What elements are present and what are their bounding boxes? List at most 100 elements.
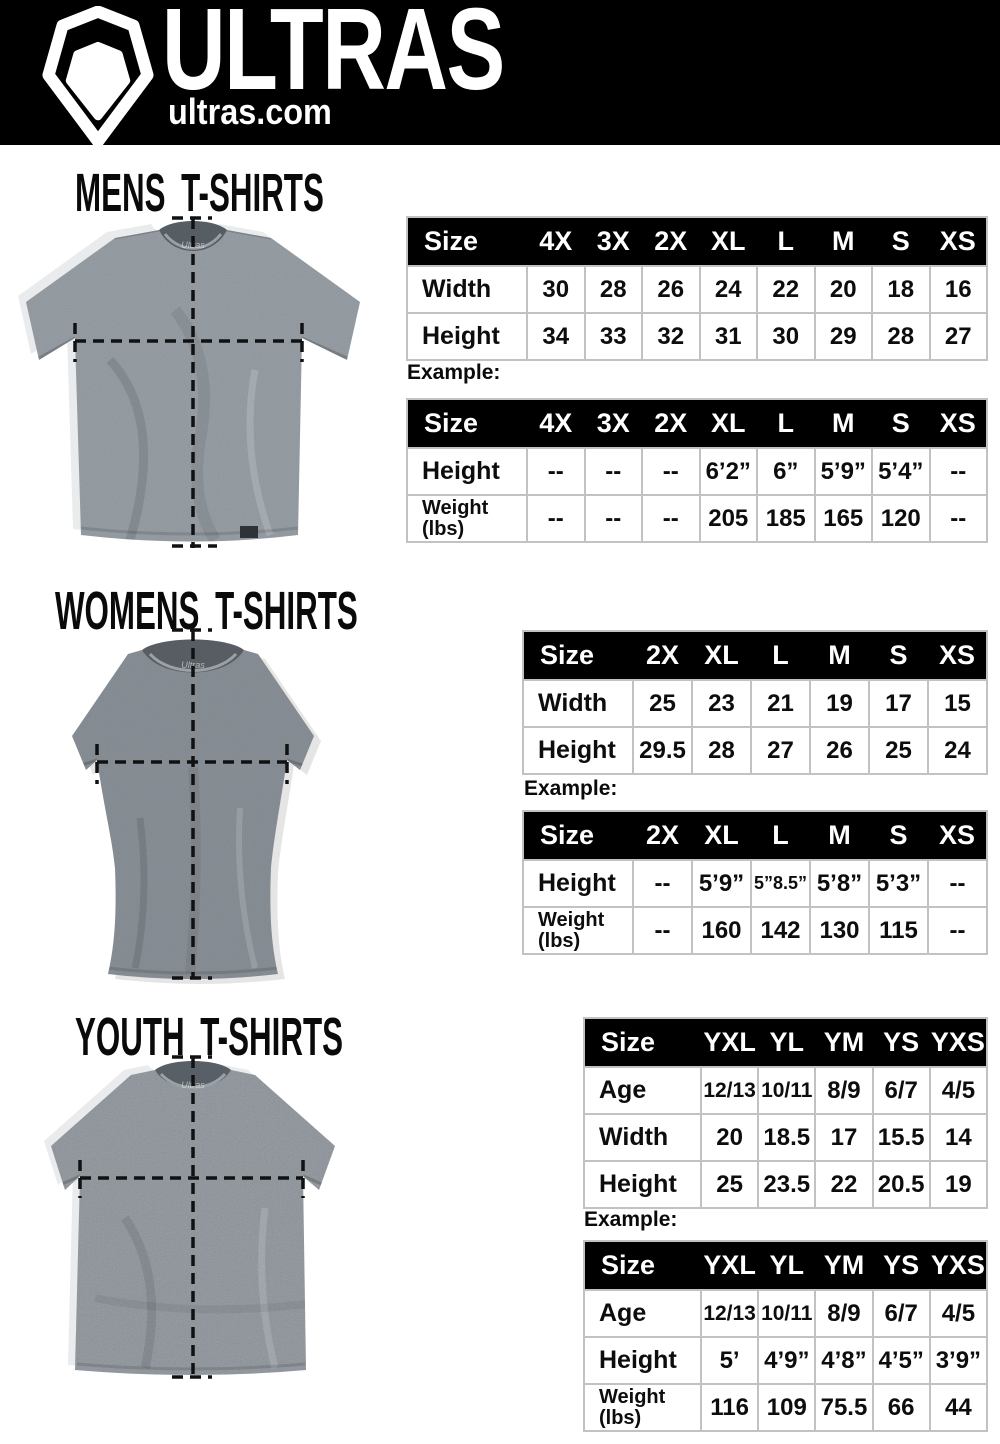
value-cell: 25 xyxy=(868,726,929,775)
value-cell: 4’5” xyxy=(871,1336,931,1385)
value-cell: 5’8” xyxy=(809,859,870,908)
size-column-header: XL xyxy=(699,217,757,266)
value-cell: 19 xyxy=(809,679,870,728)
value-cell: 31 xyxy=(698,312,758,361)
value-cell: -- xyxy=(641,447,701,496)
value-cell: 6” xyxy=(756,447,816,496)
table-row: Weight (lbs) -- 160 142 130 115 -- xyxy=(522,906,988,955)
value-cell: 26 xyxy=(641,265,701,314)
size-label-header: Size xyxy=(523,811,633,860)
value-cell: -- xyxy=(927,859,988,908)
womens-size-table: Size 2X XL L M S XS Width 25 23 21 19 17 15 Height 29.5… xyxy=(522,630,988,775)
mens-example-label: Example: xyxy=(407,361,501,384)
mens-size-table: Size 4X 3X 2X XL L M S XS Width 30 28 26 24 22 20 18 16 He… xyxy=(406,216,988,361)
value-cell: 23.5 xyxy=(757,1160,817,1209)
value-cell: 4’8” xyxy=(814,1336,874,1385)
youth-size-table: Size YXL YL YM YS YXS Age 12/13 10/11 8/9 6/7 4/5 Wi… xyxy=(583,1017,989,1209)
value-cell: 18 xyxy=(871,265,931,314)
size-column-header: L xyxy=(751,811,810,860)
measurement-lines xyxy=(73,216,304,548)
size-label-header: Size xyxy=(407,217,527,266)
value-cell: 17 xyxy=(814,1113,874,1162)
value-cell: 28 xyxy=(871,312,931,361)
size-column-header: L xyxy=(757,399,815,448)
value-cell: 28 xyxy=(583,265,643,314)
value-cell: 20 xyxy=(813,265,873,314)
table-row: Weight (lbs) 116 109 75.5 66 44 xyxy=(583,1383,989,1432)
size-label-header: Size xyxy=(584,1018,701,1067)
size-column-header: S xyxy=(869,631,928,680)
value-cell: 34 xyxy=(526,312,586,361)
size-column-header: YM xyxy=(815,1241,873,1290)
value-cell: 30 xyxy=(756,312,816,361)
value-cell: 44 xyxy=(928,1383,989,1432)
size-column-header: S xyxy=(869,811,928,860)
value-cell: 20 xyxy=(699,1113,760,1162)
value-cell: -- xyxy=(583,447,643,496)
size-column-header: 4X xyxy=(527,217,585,266)
value-cell: 10/11 xyxy=(757,1289,817,1338)
size-column-header: L xyxy=(757,217,815,266)
size-column-header: XL xyxy=(699,399,757,448)
youth-example-table: Size YXL YL YM YS YXS Age 12/13 10/11 8/9 6/7 4/5 He… xyxy=(583,1240,989,1432)
size-column-header: 2X xyxy=(633,631,692,680)
size-column-header: YL xyxy=(758,1018,816,1067)
value-cell: 109 xyxy=(757,1383,817,1432)
measurement-lines xyxy=(95,628,289,980)
value-cell: 5’3” xyxy=(868,859,929,908)
size-column-header: 3X xyxy=(584,217,642,266)
header-row: Size 4X 3X 2X XL L M S XS xyxy=(407,217,987,266)
size-table: Size YXL YL YM YS YXS Age 12/13 10/11 8/9 6/7 4/5 He… xyxy=(583,1240,989,1432)
value-cell: 6/7 xyxy=(871,1066,931,1115)
value-cell: 185 xyxy=(756,494,816,543)
value-cell: 205 xyxy=(698,494,758,543)
value-cell: 32 xyxy=(641,312,701,361)
size-column-header: 2X xyxy=(642,217,700,266)
size-column-header: 2X xyxy=(642,399,700,448)
header-row: Size 4X 3X 2X XL L M S XS xyxy=(407,399,987,448)
size-column-header: 2X xyxy=(633,811,692,860)
size-column-header: YXL xyxy=(701,1018,759,1067)
mens-example-table: Size 4X 3X 2X XL L M S XS Height -- -- -- 6’2” 6” 5’9” 5… xyxy=(406,398,988,543)
value-cell: 4/5 xyxy=(928,1289,989,1338)
table-row: Height 25 23.5 22 20.5 19 xyxy=(583,1160,989,1209)
value-cell: -- xyxy=(927,906,988,955)
table-row: Age 12/13 10/11 8/9 6/7 4/5 xyxy=(583,1289,989,1338)
size-column-header: XS xyxy=(928,811,987,860)
value-cell: 4’9” xyxy=(757,1336,817,1385)
site-url: ultras.com xyxy=(168,91,332,132)
value-cell: 21 xyxy=(750,679,811,728)
header-row: Size 2X XL L M S XS xyxy=(523,631,987,680)
value-cell: 15.5 xyxy=(871,1113,931,1162)
table-row: Width 25 23 21 19 17 15 xyxy=(522,679,988,728)
row-label: Age xyxy=(583,1066,702,1115)
size-column-header: M xyxy=(810,811,869,860)
header-row: Size 2X XL L M S XS xyxy=(523,811,987,860)
size-column-header: 4X xyxy=(527,399,585,448)
row-label: Weight (lbs) xyxy=(522,906,634,955)
value-cell: 20.5 xyxy=(871,1160,931,1209)
size-column-header: 3X xyxy=(584,399,642,448)
youth-section-title: YOUTH T-SHIRTS xyxy=(75,1007,343,1067)
value-cell: 24 xyxy=(698,265,758,314)
value-cell: 33 xyxy=(583,312,643,361)
header-row: Size YXL YL YM YS YXS xyxy=(584,1018,987,1067)
header-row: Size YXL YL YM YS YXS xyxy=(584,1241,987,1290)
size-column-header: XS xyxy=(928,631,987,680)
size-column-header: YM xyxy=(815,1018,873,1067)
size-column-header: M xyxy=(814,217,872,266)
row-label: Height xyxy=(406,312,528,361)
value-cell: -- xyxy=(526,494,586,543)
table-row: Width 30 28 26 24 22 20 18 16 xyxy=(406,265,988,314)
youth-tshirt-image: Ultras xyxy=(44,1055,335,1379)
size-column-header: YS xyxy=(872,1018,930,1067)
value-cell: 6/7 xyxy=(871,1289,931,1338)
size-column-header: XS xyxy=(929,399,987,448)
brand-name: ULTRAS xyxy=(162,0,505,114)
value-cell: 25 xyxy=(699,1160,760,1209)
value-cell: 75.5 xyxy=(814,1383,874,1432)
size-column-header: L xyxy=(751,631,810,680)
value-cell: 66 xyxy=(871,1383,931,1432)
value-cell: -- xyxy=(583,494,643,543)
value-cell: 8/9 xyxy=(814,1066,874,1115)
